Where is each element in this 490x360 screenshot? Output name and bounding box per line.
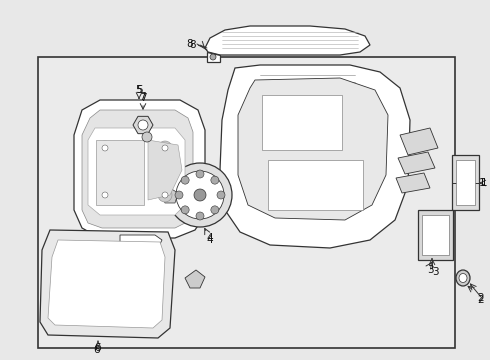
Bar: [96, 140, 144, 205]
Bar: [456, 160, 475, 205]
Text: 5: 5: [135, 85, 141, 95]
Bar: [38, 57, 455, 348]
Polygon shape: [238, 78, 388, 220]
Ellipse shape: [217, 191, 225, 199]
Polygon shape: [396, 173, 430, 193]
Polygon shape: [220, 65, 410, 248]
Ellipse shape: [210, 54, 216, 60]
Ellipse shape: [181, 206, 189, 214]
Bar: [422, 215, 449, 255]
Ellipse shape: [211, 206, 219, 214]
Polygon shape: [185, 270, 205, 288]
Ellipse shape: [456, 270, 470, 286]
Ellipse shape: [142, 132, 152, 142]
Polygon shape: [82, 110, 193, 228]
Text: 1: 1: [481, 178, 488, 188]
Ellipse shape: [168, 163, 232, 227]
Text: 6: 6: [94, 345, 100, 355]
Text: 1: 1: [479, 178, 485, 188]
Ellipse shape: [98, 141, 112, 155]
Polygon shape: [40, 230, 175, 338]
Ellipse shape: [158, 141, 172, 155]
Polygon shape: [162, 188, 178, 203]
Text: 3: 3: [427, 265, 433, 275]
Bar: [262, 95, 342, 150]
Ellipse shape: [176, 171, 224, 219]
Ellipse shape: [158, 188, 172, 202]
Ellipse shape: [194, 189, 206, 201]
Ellipse shape: [102, 192, 108, 198]
Text: 2: 2: [478, 293, 484, 303]
Polygon shape: [74, 100, 205, 238]
Ellipse shape: [162, 145, 168, 151]
Ellipse shape: [459, 274, 467, 283]
Polygon shape: [148, 140, 182, 200]
Bar: [268, 160, 363, 210]
Ellipse shape: [162, 192, 168, 198]
Polygon shape: [120, 235, 162, 248]
Ellipse shape: [196, 170, 204, 178]
Ellipse shape: [102, 145, 108, 151]
Polygon shape: [88, 128, 185, 215]
Text: 5: 5: [136, 85, 142, 95]
Bar: [418, 210, 453, 260]
Ellipse shape: [138, 120, 148, 130]
Text: 2: 2: [478, 295, 484, 305]
Polygon shape: [398, 152, 435, 174]
Polygon shape: [133, 116, 153, 134]
Text: 8: 8: [190, 40, 196, 50]
Text: 8: 8: [187, 39, 194, 49]
Text: 4: 4: [207, 235, 213, 245]
Ellipse shape: [211, 176, 219, 184]
Bar: [452, 155, 479, 210]
Polygon shape: [48, 240, 165, 328]
Polygon shape: [400, 128, 438, 155]
Polygon shape: [205, 26, 370, 55]
Text: 7: 7: [139, 92, 146, 102]
Ellipse shape: [98, 188, 112, 202]
Ellipse shape: [175, 191, 183, 199]
Ellipse shape: [181, 176, 189, 184]
Ellipse shape: [196, 212, 204, 220]
Text: 4: 4: [207, 233, 213, 243]
Text: 3: 3: [432, 267, 439, 277]
Text: 7: 7: [140, 93, 147, 103]
Polygon shape: [207, 52, 220, 62]
Text: 6: 6: [95, 343, 101, 353]
